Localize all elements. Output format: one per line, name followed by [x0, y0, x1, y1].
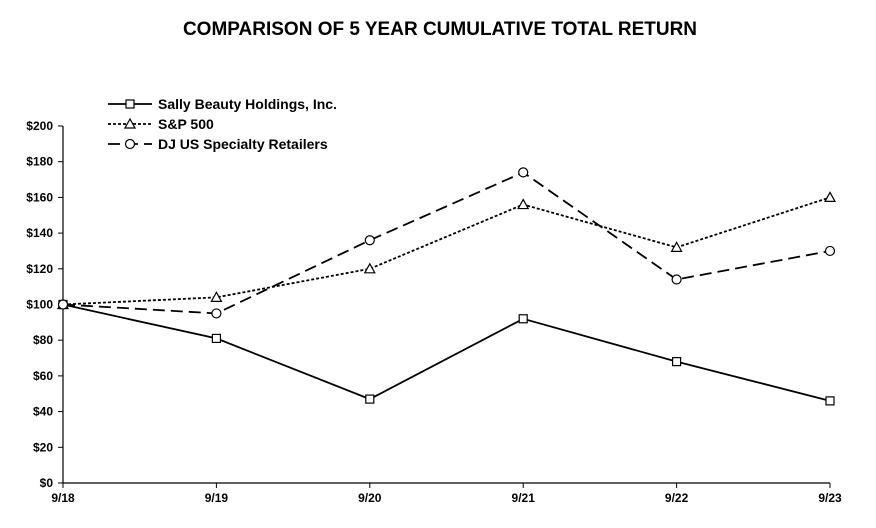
y-tick-label: $140: [26, 226, 53, 240]
data-point: [518, 167, 529, 178]
series-square: [58, 299, 835, 406]
legend-marker: [123, 117, 137, 129]
data-point: [517, 198, 530, 210]
data-point: [364, 235, 375, 246]
x-tick-label: 9/20: [358, 491, 382, 505]
x-tick-label: 9/22: [665, 491, 689, 505]
x-tick-label: 9/18: [51, 491, 75, 505]
legend-marker: [124, 138, 136, 150]
x-tick-label: 9/23: [818, 491, 842, 505]
data-point: [210, 291, 223, 302]
legend-item: S&P 500: [108, 116, 214, 132]
y-tick-label: $160: [26, 190, 53, 204]
y-tick-label: $200: [26, 119, 53, 133]
data-point: [211, 333, 221, 344]
series-layer: [56, 167, 837, 406]
data-point: [211, 308, 222, 319]
x-tick-label: 9/21: [512, 491, 536, 505]
legend-label: Sally Beauty Holdings, Inc.: [158, 96, 337, 112]
series-line: [62, 171, 831, 315]
series-triangle: [56, 191, 837, 310]
data-point: [671, 274, 682, 285]
data-point: [670, 241, 683, 252]
series-circle: [57, 167, 836, 319]
data-point: [824, 245, 836, 257]
data-point: [823, 191, 837, 202]
axes: $0 $20 $40 $60 $80 $100 $120 $140 $160 $180 $200 9/…: [26, 119, 842, 505]
y-tick-label: $120: [26, 262, 53, 276]
data-point: [57, 299, 69, 310]
data-point: [363, 262, 376, 274]
legend: Sally Beauty Holdings, Inc. S&P 500 DJ US …: [108, 96, 337, 152]
y-tick-label: $40: [33, 405, 53, 419]
series-line: [62, 196, 831, 306]
data-point: [518, 314, 528, 324]
chart-title: COMPARISON OF 5 YEAR CUMULATIVE TOTAL RE…: [183, 19, 697, 40]
y-tick-label: $0: [40, 476, 54, 490]
data-point: [825, 396, 835, 406]
data-point: [365, 394, 375, 404]
y-tick-label: $100: [26, 298, 53, 312]
y-tick-label: $180: [26, 155, 53, 169]
legend-item: DJ US Specialty Retailers: [108, 136, 328, 152]
legend-item: Sally Beauty Holdings, Inc.: [108, 96, 337, 112]
legend-label: DJ US Specialty Retailers: [158, 136, 328, 152]
legend-marker: [125, 99, 135, 109]
y-tick-label: $60: [33, 369, 53, 383]
y-tick-label: $80: [33, 333, 53, 347]
y-tick-label: $20: [33, 440, 53, 454]
legend-label: S&P 500: [158, 116, 214, 132]
series-line: [62, 303, 831, 402]
data-point: [671, 357, 682, 367]
x-tick-label: 9/19: [205, 491, 229, 505]
